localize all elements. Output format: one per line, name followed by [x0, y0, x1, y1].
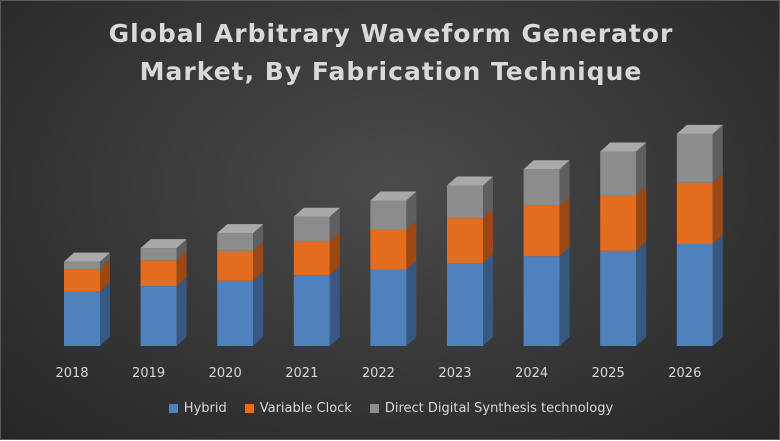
legend-label-dds: Direct Digital Synthesis technology — [384, 401, 614, 416]
bar-front-hybrid-2019 — [140, 286, 177, 346]
bar-stack-2018 — [64, 252, 110, 346]
bar-side-direct-digital-synthesis-technology-2020 — [253, 224, 264, 251]
x-tick-label-2018: 2018 — [55, 366, 88, 381]
bar-front-direct-digital-synthesis-technology-2026 — [676, 133, 713, 183]
bar-stack-2020 — [217, 224, 264, 346]
bar-stack-2025 — [600, 142, 647, 346]
bar-side-direct-digital-synthesis-technology-2019 — [176, 239, 187, 261]
x-tick-label-2024: 2024 — [515, 366, 548, 381]
bar-top-direct-digital-synthesis-technology-2024 — [523, 160, 570, 170]
bar-front-direct-digital-synthesis-technology-2019 — [140, 248, 177, 261]
bar-side-variable-clock-2026 — [712, 173, 723, 244]
bar-top-direct-digital-synthesis-technology-2023 — [447, 176, 493, 186]
bar-stack-2019 — [140, 239, 187, 346]
bar-stack-2021 — [293, 207, 340, 346]
bar-front-direct-digital-synthesis-technology-2022 — [370, 200, 407, 230]
bar-side-hybrid-2019 — [176, 277, 187, 346]
bar-front-variable-clock-2024 — [523, 205, 560, 257]
chart-title: Global Arbitrary Waveform Generator Mark… — [1, 15, 780, 91]
bar-top-direct-digital-synthesis-technology-2019 — [140, 239, 187, 249]
bar-stack-2026 — [676, 124, 723, 346]
bar-front-variable-clock-2023 — [447, 218, 483, 264]
bar-top-direct-digital-synthesis-technology-2020 — [217, 224, 264, 234]
bar-side-direct-digital-synthesis-technology-2024 — [559, 160, 570, 206]
bar-front-hybrid-2025 — [600, 250, 637, 346]
bar-side-hybrid-2023 — [483, 254, 493, 346]
bar-stack-2023 — [447, 176, 493, 346]
bar-side-hybrid-2025 — [636, 241, 647, 346]
bar-side-hybrid-2026 — [712, 235, 723, 346]
bar-side-hybrid-2020 — [253, 271, 264, 346]
bar-front-direct-digital-synthesis-technology-2018 — [64, 261, 100, 270]
bar-front-hybrid-2018 — [64, 291, 100, 346]
bar-front-hybrid-2023 — [447, 263, 483, 346]
bar-side-direct-digital-synthesis-technology-2025 — [636, 142, 647, 196]
bar-side-variable-clock-2020 — [253, 241, 264, 281]
legend-swatch-variable-clock — [244, 404, 254, 413]
bar-front-direct-digital-synthesis-technology-2021 — [293, 216, 330, 242]
bar-front-variable-clock-2026 — [676, 182, 713, 244]
legend-swatch-hybrid — [168, 404, 178, 413]
x-tick-label-2020: 2020 — [209, 366, 242, 381]
bar-side-direct-digital-synthesis-technology-2018 — [100, 252, 110, 270]
bar-side-direct-digital-synthesis-technology-2023 — [483, 176, 493, 219]
bar-front-direct-digital-synthesis-technology-2025 — [600, 151, 637, 196]
chart-legend: Hybrid Variable Clock Direct Digital Syn… — [1, 401, 780, 416]
legend-swatch-dds — [369, 404, 379, 413]
bar-side-variable-clock-2024 — [559, 196, 570, 257]
bar-front-direct-digital-synthesis-technology-2023 — [447, 185, 483, 219]
bar-front-variable-clock-2022 — [370, 229, 407, 270]
x-tick-label-2023: 2023 — [438, 366, 471, 381]
x-tick-label-2019: 2019 — [132, 366, 165, 381]
bar-side-variable-clock-2021 — [329, 232, 340, 276]
x-tick-label-2022: 2022 — [362, 366, 395, 381]
legend-label-variable-clock: Variable Clock — [259, 401, 352, 416]
bar-front-variable-clock-2019 — [140, 260, 177, 287]
bar-side-direct-digital-synthesis-technology-2022 — [406, 191, 417, 230]
bar-top-direct-digital-synthesis-technology-2018 — [64, 252, 110, 262]
x-tick-label-2025: 2025 — [592, 366, 625, 381]
legend-item-variable-clock: Variable Clock — [244, 401, 352, 416]
bar-front-hybrid-2022 — [370, 269, 407, 346]
bar-side-hybrid-2024 — [559, 247, 570, 346]
bar-side-variable-clock-2018 — [100, 260, 110, 292]
legend-item-hybrid: Hybrid — [168, 401, 227, 416]
chart-title-line-2: Market, By Fabrication Technique — [139, 57, 643, 86]
bar-front-hybrid-2026 — [676, 244, 713, 346]
bar-side-variable-clock-2023 — [483, 209, 493, 264]
chart-title-line-1: Global Arbitrary Waveform Generator — [108, 19, 674, 48]
bar-front-variable-clock-2018 — [64, 269, 100, 292]
bar-front-direct-digital-synthesis-technology-2024 — [523, 169, 560, 206]
bar-stack-2022 — [370, 191, 417, 346]
legend-label-hybrid: Hybrid — [183, 401, 227, 416]
bar-top-direct-digital-synthesis-technology-2025 — [600, 142, 647, 152]
bar-side-variable-clock-2019 — [176, 251, 187, 287]
bar-side-hybrid-2022 — [406, 260, 417, 346]
bar-front-variable-clock-2020 — [217, 250, 254, 281]
bar-front-variable-clock-2021 — [293, 241, 330, 276]
x-tick-label-2021: 2021 — [285, 366, 318, 381]
bar-side-hybrid-2021 — [329, 266, 340, 346]
bar-front-hybrid-2024 — [523, 256, 560, 346]
legend-item-dds: Direct Digital Synthesis technology — [369, 401, 614, 416]
bar-side-hybrid-2018 — [100, 282, 110, 346]
bar-side-variable-clock-2025 — [636, 186, 647, 251]
bar-top-direct-digital-synthesis-technology-2026 — [676, 124, 723, 134]
bar-front-variable-clock-2025 — [600, 195, 637, 251]
bar-side-direct-digital-synthesis-technology-2026 — [712, 124, 723, 183]
bar-side-direct-digital-synthesis-technology-2021 — [329, 207, 340, 242]
bar-top-direct-digital-synthesis-technology-2021 — [293, 207, 340, 217]
x-tick-label-2026: 2026 — [668, 366, 701, 381]
bar-stack-2024 — [523, 160, 570, 346]
bar-side-variable-clock-2022 — [406, 220, 417, 270]
bar-front-hybrid-2020 — [217, 280, 254, 346]
bar-top-direct-digital-synthesis-technology-2022 — [370, 191, 417, 201]
bar-front-hybrid-2021 — [293, 275, 330, 346]
bar-front-direct-digital-synthesis-technology-2020 — [217, 233, 254, 251]
